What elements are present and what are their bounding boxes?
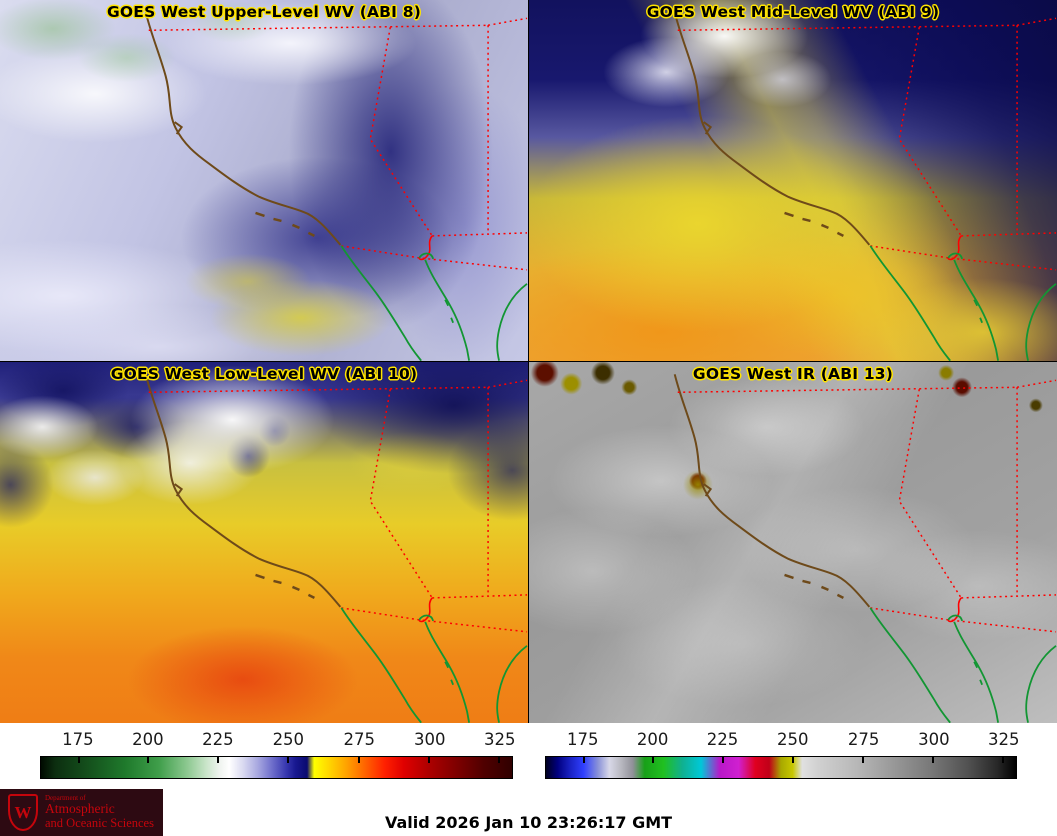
colorbar-row: 175 200 225 250 275 300 325 175 200 225 …: [0, 723, 1057, 788]
panel-upper-level-wv: GOES West Upper-Level WV (ABI 8): [0, 0, 528, 361]
colorbar-tick-label: 325: [484, 730, 516, 749]
colorbar-tick-label: 325: [988, 730, 1020, 749]
wv-colorbar: [40, 756, 513, 779]
tick-mark: [497, 757, 500, 763]
map-overlay: [673, 373, 1057, 723]
panel-title: GOES West IR (ABI 13): [692, 365, 894, 383]
ir-colorbar-labels: 175 200 225 250 275 300 325: [545, 723, 1020, 756]
ir-colorbar: [545, 756, 1017, 779]
panel-low-level-wv: GOES West Low-Level WV (ABI 10): [0, 362, 528, 723]
colorbar-tick-label: 275: [847, 730, 880, 749]
map-overlay: [144, 11, 528, 361]
panel-title: GOES West Upper-Level WV (ABI 8): [106, 3, 422, 21]
logo-line-department: Department of: [45, 793, 86, 802]
uw-aos-logo: W Department of Atmospheric and Oceanic …: [0, 789, 163, 836]
colorbar-tick-label: 200: [636, 730, 669, 749]
tick-mark: [582, 757, 585, 763]
crest-letter: W: [14, 802, 32, 822]
colorbar-tick-label: 200: [132, 730, 164, 749]
colorbar-tick-label: 275: [343, 730, 376, 749]
tick-mark: [428, 757, 431, 763]
satellite-imagery-mid-wv: [529, 0, 1057, 361]
tick-mark: [652, 757, 655, 763]
satellite-quad-display: GOES West Upper-Level WV (ABI 8) GOES We…: [0, 0, 1057, 723]
tick-mark: [77, 757, 80, 763]
tick-mark: [932, 757, 935, 763]
tick-mark: [791, 757, 794, 763]
map-overlay: [144, 373, 528, 723]
tick-mark: [147, 757, 150, 763]
colorbar-tick-label: 250: [777, 730, 809, 749]
footer: W Department of Atmospheric and Oceanic …: [0, 788, 1057, 836]
logo-line-atmospheric: Atmospheric: [45, 801, 115, 817]
uw-crest-icon: W: [8, 794, 38, 831]
satellite-imagery-upper-wv: [0, 0, 528, 361]
panel-mid-level-wv: GOES West Mid-Level WV (ABI 9): [529, 0, 1057, 361]
satellite-imagery-ir: [529, 362, 1057, 723]
panel-title: GOES West Mid-Level WV (ABI 9): [646, 3, 940, 21]
colorbar-tick-label: 175: [62, 730, 94, 749]
logo-text: Department of Atmospheric and Oceanic Sc…: [45, 793, 154, 831]
wv-colorbar-block: 175 200 225 250 275 300 325: [40, 723, 516, 788]
colorbar-tick-label: 225: [706, 730, 739, 749]
tick-mark: [1001, 757, 1004, 763]
satellite-imagery-low-wv: [0, 362, 528, 723]
colorbar-tick-label: 300: [918, 730, 950, 749]
colorbar-tick-label: 225: [202, 730, 234, 749]
tick-mark: [287, 757, 290, 763]
ir-colorbar-block: 175 200 225 250 275 300 325: [545, 723, 1020, 788]
panel-ir: GOES West IR (ABI 13): [529, 362, 1057, 723]
valid-timestamp: Valid 2026 Jan 10 23:26:17 GMT: [384, 813, 673, 832]
tick-mark: [721, 757, 724, 763]
logo-line-oceanic: and Oceanic Sciences: [45, 815, 154, 830]
map-overlay: [673, 11, 1057, 361]
colorbar-tick-label: 250: [272, 730, 305, 749]
colorbar-tick-label: 300: [414, 730, 446, 749]
tick-mark: [862, 757, 865, 763]
panel-title: GOES West Low-Level WV (ABI 10): [110, 365, 418, 383]
wv-colorbar-labels: 175 200 225 250 275 300 325: [40, 723, 516, 756]
tick-mark: [357, 757, 360, 763]
colorbar-tick-label: 175: [567, 730, 599, 749]
tick-mark: [217, 757, 220, 763]
